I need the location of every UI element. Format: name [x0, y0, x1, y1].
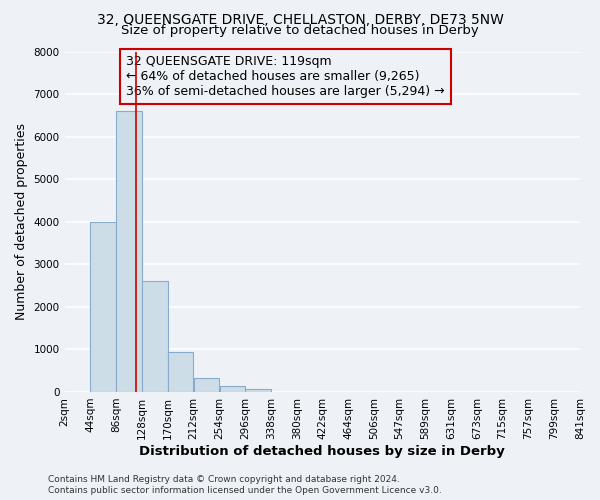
Bar	[194, 378, 219, 392]
Y-axis label: Number of detached properties: Number of detached properties	[15, 123, 28, 320]
Bar	[142, 282, 167, 392]
X-axis label: Distribution of detached houses by size in Derby: Distribution of detached houses by size …	[139, 444, 505, 458]
Text: 32 QUEENSGATE DRIVE: 119sqm
← 64% of detached houses are smaller (9,265)
36% of : 32 QUEENSGATE DRIVE: 119sqm ← 64% of det…	[127, 55, 445, 98]
Bar	[91, 222, 116, 392]
Text: 32, QUEENSGATE DRIVE, CHELLASTON, DERBY, DE73 5NW: 32, QUEENSGATE DRIVE, CHELLASTON, DERBY,…	[97, 12, 503, 26]
Text: Size of property relative to detached houses in Derby: Size of property relative to detached ho…	[121, 24, 479, 37]
Text: Contains public sector information licensed under the Open Government Licence v3: Contains public sector information licen…	[48, 486, 442, 495]
Bar	[245, 388, 271, 392]
Bar	[168, 352, 193, 392]
Bar	[116, 111, 142, 392]
Bar	[220, 386, 245, 392]
Text: Contains HM Land Registry data © Crown copyright and database right 2024.: Contains HM Land Registry data © Crown c…	[48, 475, 400, 484]
